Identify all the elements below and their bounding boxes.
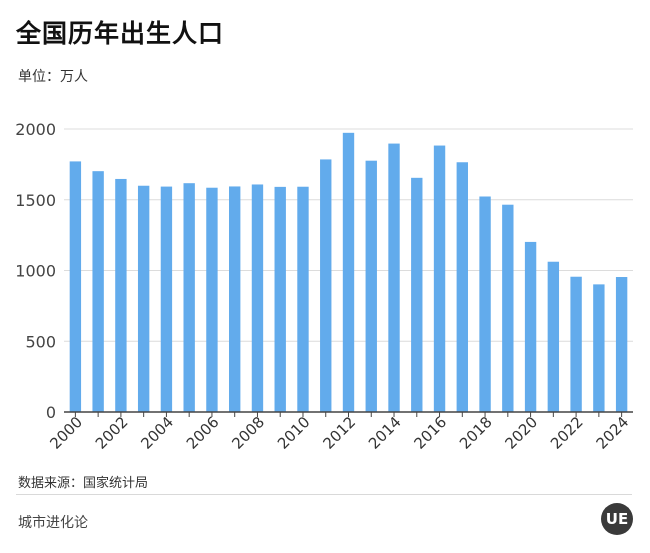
bar-2020 xyxy=(524,241,537,412)
bar-2023 xyxy=(593,284,605,412)
bar-2000 xyxy=(69,161,82,412)
bar-2015 xyxy=(411,177,423,412)
bar-2021 xyxy=(547,261,560,412)
data-source: 数据来源：国家统计局 xyxy=(18,476,149,491)
x-tick-label: 2018 xyxy=(456,413,496,453)
x-tick-label: 2024 xyxy=(593,413,633,453)
x-tick-label: 2008 xyxy=(228,413,268,453)
bar-2003 xyxy=(137,185,150,412)
x-tick-label: 2002 xyxy=(92,413,132,453)
bar-2002 xyxy=(115,178,127,412)
bar-2012 xyxy=(342,132,355,412)
bar-2017 xyxy=(456,162,468,412)
y-tick-label: 1000 xyxy=(15,262,56,281)
bar-2022 xyxy=(570,276,582,412)
brand-name: 城市进化论 xyxy=(18,515,88,531)
bar-2013 xyxy=(365,160,377,412)
bar-2014 xyxy=(388,143,400,412)
brand-logo: UE xyxy=(601,503,633,535)
x-tick-label: 2016 xyxy=(410,413,450,453)
bar-2005 xyxy=(183,183,195,412)
x-tick-label: 2012 xyxy=(319,413,359,453)
bar-2010 xyxy=(297,186,309,412)
footer-divider xyxy=(16,494,632,495)
bar-2007 xyxy=(229,186,241,412)
bar-2001 xyxy=(92,171,104,412)
y-tick-label: 0 xyxy=(46,403,56,422)
bar-2009 xyxy=(274,186,286,412)
y-tick-label: 2000 xyxy=(15,120,56,139)
bar-2011 xyxy=(320,159,332,412)
x-tick-label: 2006 xyxy=(183,413,223,453)
bars xyxy=(69,132,628,413)
bar-2019 xyxy=(502,204,514,412)
x-tick-label: 2010 xyxy=(274,413,314,453)
y-axis-ticks: 0 500 1000 1500 2000 xyxy=(15,120,56,422)
chart-title: 全国历年出生人口 xyxy=(16,19,225,48)
y-tick-label: 500 xyxy=(25,332,56,351)
bar-2004 xyxy=(160,186,173,412)
bar-2008 xyxy=(251,184,264,412)
bar-2018 xyxy=(479,196,491,412)
bar-2024 xyxy=(615,277,628,412)
x-axis-ticks: 2000 2002 2004 2006 2008 2010 2012 2014 2016 2018… xyxy=(46,412,632,453)
x-tick-label: 2004 xyxy=(137,413,177,453)
bar-2006 xyxy=(206,187,218,412)
x-tick-label: 2014 xyxy=(365,413,405,453)
unit-label: 单位：万人 xyxy=(18,69,88,85)
x-tick-label: 2022 xyxy=(547,413,587,453)
x-tick-label: 2020 xyxy=(502,413,542,453)
bar-2016 xyxy=(433,145,446,413)
y-tick-label: 1500 xyxy=(15,191,56,210)
bar-chart: 0 500 1000 1500 2000 2000 2002 2004 2006 2008 201… xyxy=(15,120,633,453)
